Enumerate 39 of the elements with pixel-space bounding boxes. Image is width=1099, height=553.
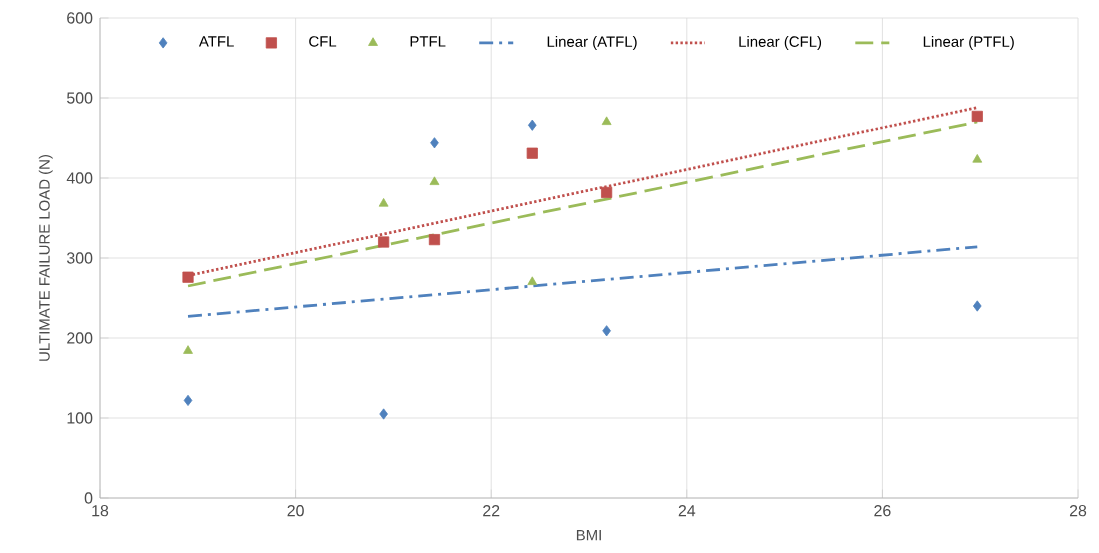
- legend-label: ATFL: [198, 36, 234, 47]
- point: [429, 176, 440, 185]
- point: [378, 198, 389, 207]
- point: [379, 408, 388, 420]
- x-tick-label: 26: [874, 505, 891, 517]
- legend-label: PTFL: [410, 36, 446, 47]
- point: [182, 271, 194, 283]
- point: [428, 234, 441, 246]
- y-axis-title: ULTIMATE FAILURE LOAD (N): [38, 155, 53, 361]
- point: [378, 236, 390, 248]
- point: [430, 137, 439, 149]
- legend-label: Linear (PTFL): [923, 35, 1014, 50]
- point: [972, 154, 983, 163]
- legend-label: Linear (ATFL): [547, 35, 637, 50]
- legend-label: CFL: [309, 36, 337, 47]
- y-tick-label: 400: [66, 172, 93, 184]
- point: [601, 116, 612, 125]
- point: [971, 110, 983, 122]
- x-tick-label: 18: [92, 505, 109, 517]
- point: [183, 394, 193, 406]
- y-tick-label: 300: [66, 252, 93, 264]
- y-tick-label: 500: [66, 92, 93, 104]
- x-tick-label: 28: [1069, 505, 1087, 517]
- x-tick-label: 20: [287, 505, 304, 517]
- point: [602, 325, 611, 337]
- y-tick-label: 600: [67, 12, 93, 24]
- y-tick-label: 200: [67, 332, 93, 344]
- y-tick-label: 0: [84, 492, 93, 504]
- x-axis-title: BMI: [576, 530, 601, 541]
- point: [972, 300, 982, 312]
- x-tick-label: 24: [678, 505, 696, 517]
- point: [528, 119, 537, 131]
- legend-label: Linear (CFL): [739, 35, 822, 50]
- x-tick-label: 22: [483, 505, 500, 517]
- point: [526, 147, 538, 159]
- point: [183, 345, 193, 354]
- y-tick-label: 100: [67, 412, 93, 424]
- point: [527, 276, 538, 285]
- point: [601, 186, 613, 198]
